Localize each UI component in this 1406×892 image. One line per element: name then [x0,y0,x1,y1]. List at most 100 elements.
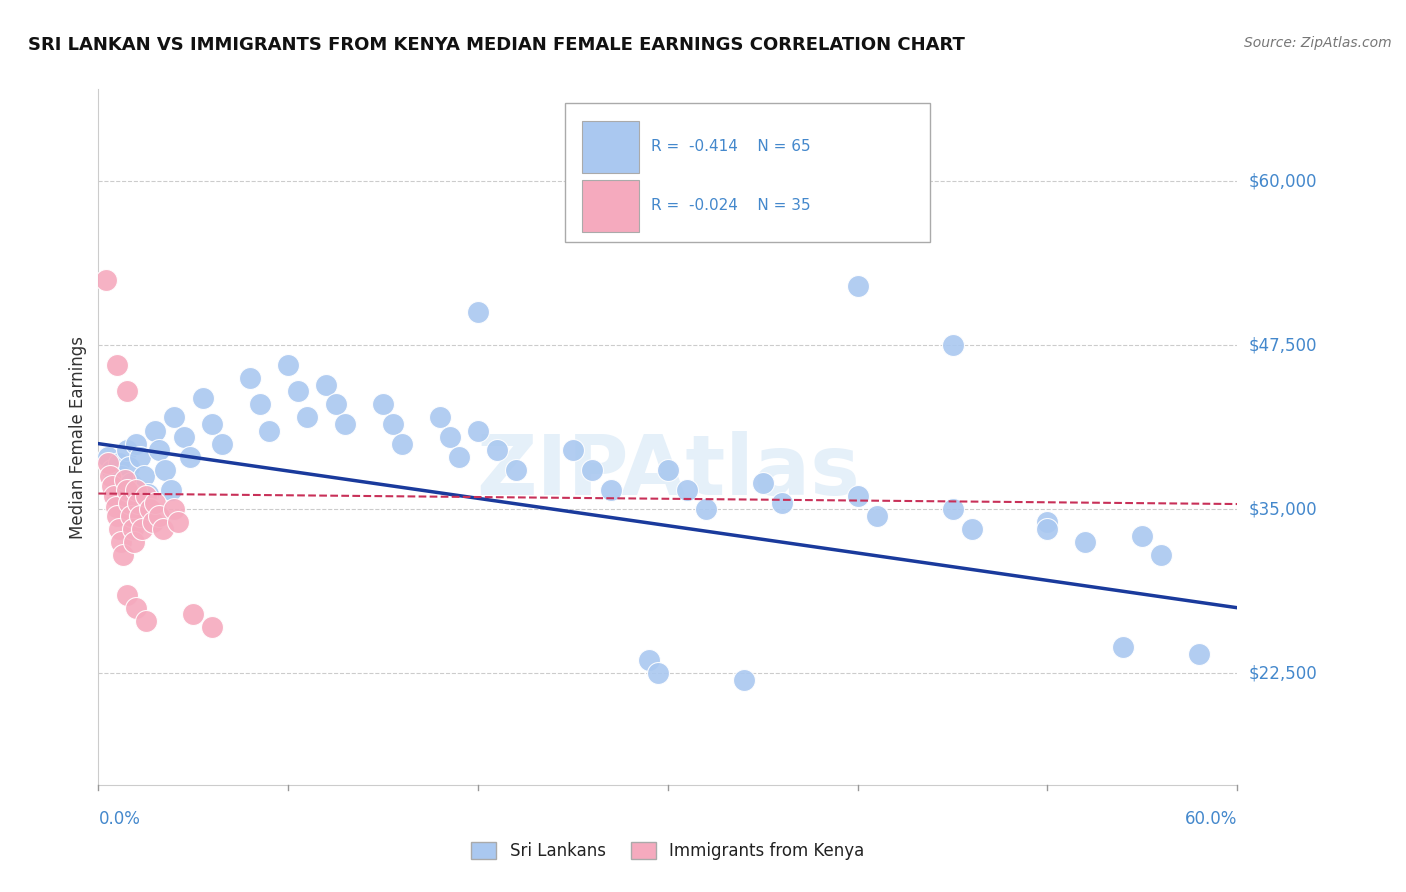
Point [120,476,142,491]
Point [183,607,205,622]
Point [135,614,157,628]
Point [191,391,214,405]
Point [131,522,153,536]
Point [138,502,160,516]
Point [239,371,262,385]
Point [110,535,132,549]
Point [335,417,357,431]
Text: R =  -0.024    N = 35: R = -0.024 N = 35 [651,198,810,213]
Point [108,522,131,536]
Point [942,502,965,516]
Point [846,279,869,293]
Point [118,496,141,510]
FancyBboxPatch shape [565,103,929,243]
Point [142,516,165,530]
Point [120,508,142,523]
Point [145,496,167,510]
Point [581,463,603,477]
Point [179,450,201,464]
Point [129,450,152,464]
Point [1074,535,1097,549]
Point [1112,640,1135,654]
Point [94,272,117,286]
Point [942,338,965,352]
Point [1036,516,1059,530]
Point [136,486,159,500]
Text: $47,500: $47,500 [1249,336,1317,354]
Point [638,653,661,667]
Point [429,410,451,425]
Point [391,436,413,450]
Point [371,397,394,411]
Point [1188,647,1211,661]
Point [486,443,509,458]
Point [132,469,155,483]
Point [657,463,679,477]
Point [97,450,120,464]
Point [647,666,669,681]
Point [167,516,190,530]
Point [695,502,717,516]
Text: SRI LANKAN VS IMMIGRANTS FROM KENYA MEDIAN FEMALE EARNINGS CORRELATION CHART: SRI LANKAN VS IMMIGRANTS FROM KENYA MEDI… [28,36,965,54]
Point [163,502,186,516]
Point [121,489,143,503]
Point [159,483,181,497]
Text: 0.0%: 0.0% [98,810,141,828]
Point [505,463,527,477]
Point [201,417,224,431]
Point [752,476,775,491]
Point [112,478,135,492]
Text: R =  -0.414    N = 65: R = -0.414 N = 65 [651,139,810,153]
Point [733,673,755,687]
Text: $60,000: $60,000 [1249,172,1317,190]
Point [114,496,136,510]
Y-axis label: Median Female Earnings: Median Female Earnings [69,335,87,539]
Point [115,483,138,497]
Point [107,491,129,506]
Point [125,600,148,615]
Point [1132,528,1154,542]
Point [153,463,176,477]
Point [107,358,129,372]
Point [152,522,174,536]
FancyBboxPatch shape [582,179,640,232]
Point [315,377,337,392]
Point [110,469,132,483]
FancyBboxPatch shape [582,120,640,173]
Text: 60.0%: 60.0% [1185,810,1237,828]
Point [97,456,120,470]
Point [118,460,141,475]
Point [467,305,489,319]
Point [103,474,125,488]
Point [115,443,138,458]
Point [104,500,127,514]
Point [259,424,281,438]
Point [600,483,623,497]
Point [125,436,148,450]
Point [173,430,195,444]
Point [163,410,186,425]
Point [127,496,149,510]
Point [562,443,585,458]
Text: ZIPAtlas: ZIPAtlas [475,432,860,512]
Text: Source: ZipAtlas.com: Source: ZipAtlas.com [1244,36,1392,50]
Point [297,410,319,425]
Point [112,548,135,562]
Point [325,397,347,411]
Point [125,483,148,497]
Point [148,508,170,523]
Point [100,463,122,477]
Point [121,522,143,536]
Point [381,417,404,431]
Point [115,384,138,398]
Point [846,489,869,503]
Point [201,620,224,634]
Point [657,180,679,194]
Point [135,489,157,503]
Point [103,489,125,503]
Point [449,450,471,464]
Point [115,588,138,602]
Point [100,478,122,492]
Point [148,443,170,458]
Point [676,483,699,497]
